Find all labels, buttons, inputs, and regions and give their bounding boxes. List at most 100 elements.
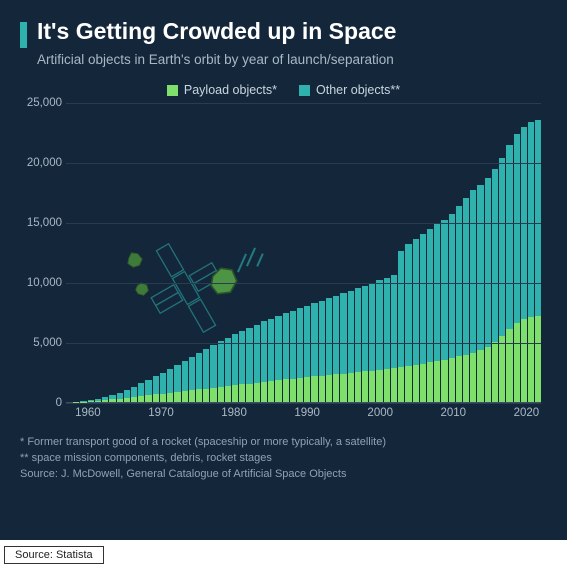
bar-column <box>268 319 274 402</box>
bar-column <box>232 334 238 402</box>
bar-segment-other <box>189 357 195 390</box>
bar-segment-other <box>355 288 361 372</box>
bar-segment-other <box>340 293 346 374</box>
bar-segment-payload <box>376 370 382 402</box>
bar-column <box>225 338 231 402</box>
bar-segment-payload <box>174 392 180 402</box>
x-axis: 1960197019801990200020102020 <box>66 403 541 425</box>
bar-segment-payload <box>225 386 231 402</box>
bar-column <box>203 349 209 402</box>
bar-segment-other <box>398 251 404 367</box>
chart-plot-area: 05,00010,00015,00020,00025,000 <box>66 103 541 403</box>
bar-segment-payload <box>463 355 469 402</box>
bar-segment-other <box>160 373 166 394</box>
bar-column <box>463 198 469 402</box>
title-row: It's Getting Crowded up in Space <box>20 18 547 48</box>
x-tick-label: 2020 <box>514 407 540 419</box>
legend-item-other: Other objects** <box>299 83 400 97</box>
bar-segment-payload <box>182 391 188 402</box>
bar-segment-other <box>283 313 289 379</box>
bar-column <box>311 303 317 402</box>
bar-column <box>254 325 260 403</box>
bar-segment-other <box>153 376 159 394</box>
bar-segment-other <box>232 334 238 385</box>
bar-segment-other <box>218 341 224 387</box>
bar-segment-payload <box>405 366 411 402</box>
bar-segment-other <box>405 244 411 366</box>
bar-segment-payload <box>485 347 491 402</box>
bar-segment-other <box>413 239 419 365</box>
footnotes: * Former transport good of a rocket (spa… <box>20 435 547 483</box>
x-tick-label: 1990 <box>294 407 320 419</box>
bar-segment-other <box>203 349 209 389</box>
bar-column <box>145 380 151 402</box>
bar-segment-payload <box>420 364 426 402</box>
y-tick-label: 20,000 <box>20 157 62 169</box>
bar-column <box>333 296 339 402</box>
bar-segment-payload <box>441 360 447 402</box>
bar-column <box>210 345 216 402</box>
source-attribution: Source: Statista <box>4 546 104 564</box>
bar-segment-other <box>463 198 469 355</box>
legend-item-payload: Payload objects* <box>167 83 277 97</box>
bar-column <box>153 376 159 402</box>
gridline <box>66 103 541 104</box>
bar-segment-payload <box>384 369 390 402</box>
bar-segment-other <box>506 145 512 329</box>
bar-segment-payload <box>232 385 238 402</box>
bar-column <box>477 185 483 402</box>
bar-segment-other <box>210 345 216 388</box>
bar-column <box>326 298 332 402</box>
bar-segment-other <box>456 206 462 356</box>
y-tick-label: 10,000 <box>20 277 62 289</box>
bar-segment-other <box>499 158 505 336</box>
gridline <box>66 343 541 344</box>
bar-segment-payload <box>391 368 397 402</box>
bar-segment-other <box>376 280 382 370</box>
bar-column <box>109 395 115 402</box>
y-tick-label: 15,000 <box>20 217 62 229</box>
bar-segment-payload <box>239 384 245 402</box>
legend-label-other: Other objects** <box>316 83 400 97</box>
bar-column <box>449 214 455 402</box>
bar-segment-other <box>441 220 447 360</box>
bar-segment-other <box>477 185 483 351</box>
infographic-card: It's Getting Crowded up in Space Artific… <box>0 0 567 540</box>
bar-segment-payload <box>348 373 354 402</box>
bar-segment-other <box>290 311 296 379</box>
bar-segment-payload <box>167 393 173 402</box>
bar-column <box>499 158 505 402</box>
bar-column <box>506 145 512 402</box>
bar-segment-other <box>348 291 354 373</box>
bar-segment-other <box>326 298 332 375</box>
bar-column <box>283 313 289 402</box>
bar-segment-other <box>196 353 202 390</box>
bar-segment-payload <box>362 371 368 402</box>
x-tick-label: 1970 <box>148 407 174 419</box>
bar-segment-payload <box>88 401 94 402</box>
bar-segment-payload <box>398 367 404 402</box>
bar-column <box>405 244 411 402</box>
gridline <box>66 223 541 224</box>
bar-column <box>131 387 137 402</box>
bar-segment-other <box>268 319 274 381</box>
bar-column <box>174 365 180 402</box>
bars-container <box>66 103 541 402</box>
bar-segment-payload <box>145 395 151 402</box>
bar-segment-payload <box>102 400 108 402</box>
bar-column <box>413 239 419 402</box>
x-tick-label: 2000 <box>367 407 393 419</box>
bar-segment-other <box>449 214 455 359</box>
chart-title: It's Getting Crowded up in Space <box>37 18 396 44</box>
gridline <box>66 163 541 164</box>
bar-column <box>384 278 390 402</box>
bar-column <box>124 390 130 402</box>
bar-segment-payload <box>355 372 361 402</box>
bar-segment-other <box>138 383 144 396</box>
bar-segment-other <box>275 316 281 380</box>
bar-column <box>117 393 123 402</box>
bar-segment-payload <box>449 358 455 402</box>
bar-segment-payload <box>434 361 440 402</box>
bar-segment-payload <box>319 376 325 402</box>
bar-column <box>521 127 527 402</box>
